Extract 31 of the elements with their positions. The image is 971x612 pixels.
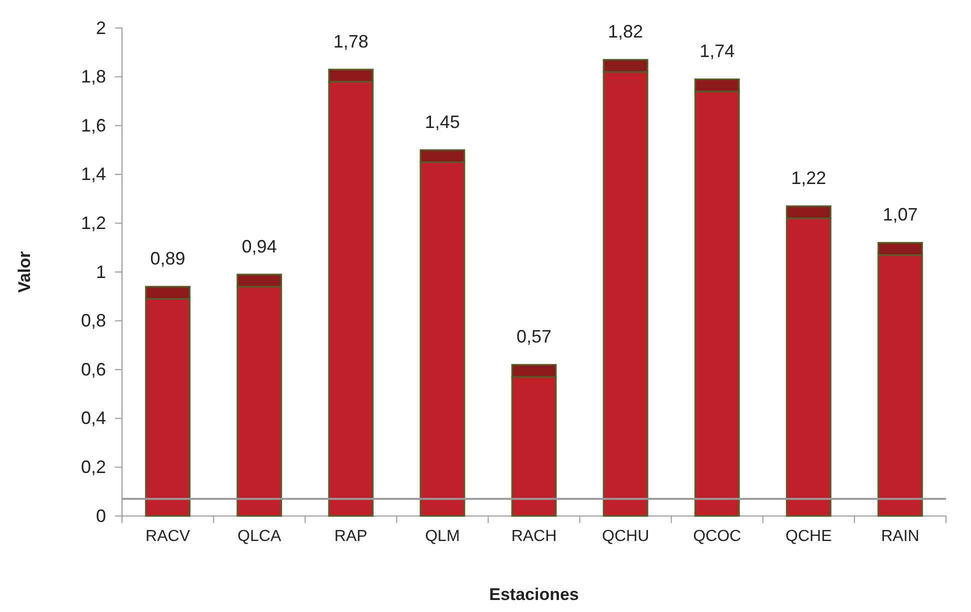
x-tick-label: QCHE (786, 528, 832, 545)
y-tick-label: 2 (96, 18, 106, 38)
data-label: 1,82 (608, 22, 644, 42)
x-tick-label: RAP (334, 528, 368, 545)
x-tick-label: QLM (425, 528, 460, 545)
data-label: 1,07 (882, 204, 918, 225)
x-axis-title: Estaciones (489, 585, 579, 604)
y-axis-title: Valor (15, 250, 34, 293)
data-label: 0,94 (242, 236, 277, 256)
y-tick-label: 1,2 (80, 212, 106, 233)
y-tick-label: 0,2 (80, 456, 106, 477)
x-tick-label: QCHU (602, 528, 650, 545)
y-tick-label: 1,6 (80, 115, 106, 136)
x-tick-label: RAIN (881, 528, 920, 545)
data-label: 1,45 (424, 112, 460, 132)
data-label: 0,89 (150, 248, 186, 269)
y-tick-label: 0,6 (80, 359, 106, 380)
x-tick-label: QLCA (238, 528, 282, 545)
data-label: 0,57 (516, 326, 552, 347)
x-tick-label: RACH (511, 528, 557, 545)
y-tick-label: 1,8 (80, 66, 106, 87)
y-tick-label: 0,4 (80, 408, 106, 428)
data-label: 1,22 (791, 168, 826, 188)
x-tick-label: QCOC (693, 528, 742, 545)
data-label: 1,74 (700, 41, 735, 62)
x-tick-label: RACV (146, 528, 190, 545)
data-label: 1,78 (333, 31, 368, 52)
y-tick-label: 0,8 (80, 310, 106, 331)
y-tick-label: 1 (96, 262, 106, 282)
y-tick-label: 1,4 (80, 164, 106, 184)
y-tick-label: 0 (96, 506, 106, 526)
